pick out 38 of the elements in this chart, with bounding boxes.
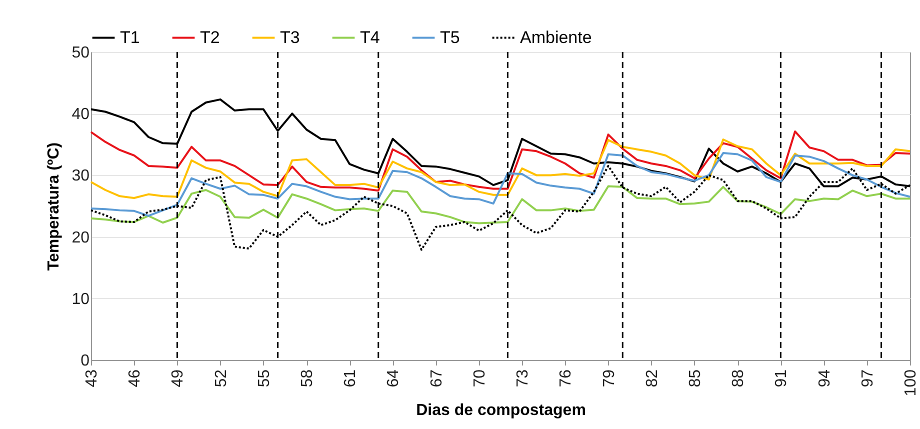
x-tick-label: 88	[730, 369, 748, 388]
x-tick-label: 91	[773, 369, 790, 388]
y-tick-label: 20	[72, 229, 90, 246]
line-series	[90, 138, 911, 199]
x-tick-label: 67	[428, 369, 446, 388]
x-tick-label: 82	[644, 369, 661, 388]
x-tick-label: 94	[816, 369, 834, 388]
x-tick-label: 100	[902, 369, 920, 396]
line-series	[90, 152, 911, 217]
line-series	[90, 185, 911, 224]
y-tick-label: 50	[72, 44, 90, 62]
x-tick-label: 49	[170, 369, 187, 388]
x-tick-label: 52	[212, 369, 230, 388]
line-series	[90, 130, 911, 192]
x-tick-label: 73	[514, 369, 532, 388]
x-tick-label: 58	[299, 369, 316, 388]
y-tick-label: 10	[72, 290, 90, 308]
x-tick-label: 64	[385, 369, 402, 388]
y-tick-label: 40	[72, 106, 90, 124]
legend-label: T4	[360, 28, 380, 47]
x-tick-label: 85	[686, 369, 704, 388]
x-tick-label: 97	[859, 369, 876, 388]
y-tick-label: 0	[80, 352, 90, 370]
x-axis-title: Dias de compostagem	[416, 402, 586, 420]
y-tick-label: 30	[72, 168, 90, 185]
x-tick-label: 79	[600, 369, 618, 388]
x-tick-label: 43	[84, 369, 100, 388]
x-tick-label: 55	[256, 369, 273, 388]
legend-label: T2	[200, 28, 220, 47]
legend-label: T5	[440, 28, 460, 47]
legend-label: T1	[120, 28, 140, 47]
x-tick-label: 70	[471, 369, 488, 388]
x-tick-label: 61	[342, 369, 360, 388]
y-axis-title: Temperatura (ºC)	[46, 142, 63, 271]
legend-label: T3	[280, 28, 300, 47]
x-tick-label: 46	[126, 369, 144, 388]
x-tick-label: 76	[558, 369, 575, 388]
legend-label: Ambiente	[520, 28, 592, 47]
